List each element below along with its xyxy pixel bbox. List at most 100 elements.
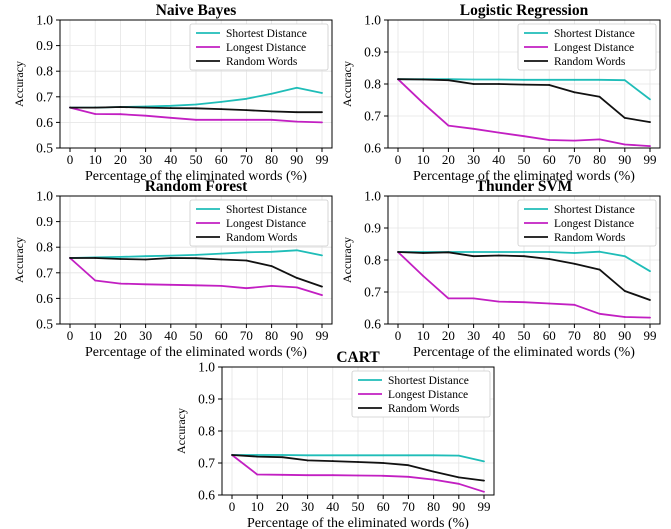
legend-label: Shortest Distance <box>226 204 307 216</box>
legend-label: Shortest Distance <box>554 204 635 216</box>
data-point-random <box>220 108 223 110</box>
data-point-random <box>523 83 525 86</box>
data-point-shortest <box>220 252 223 255</box>
data-point-random <box>649 299 651 301</box>
y-tick-label: 1.0 <box>36 13 53 28</box>
data-point-random <box>548 84 551 86</box>
data-point-random <box>649 121 651 123</box>
data-point-longest <box>270 118 273 121</box>
y-tick-label: 0.7 <box>36 265 53 280</box>
data-point-longest <box>245 118 248 121</box>
data-point-shortest <box>357 454 359 457</box>
data-point-shortest <box>472 251 475 253</box>
x-tick-label: 90 <box>290 328 303 343</box>
data-point-shortest <box>169 104 172 107</box>
x-axis-label: Percentage of the eliminated words (%) <box>413 169 635 184</box>
legend-box <box>517 23 657 71</box>
x-tick-label: 30 <box>467 328 480 343</box>
data-point-random <box>295 277 298 279</box>
data-point-random <box>281 456 284 459</box>
x-tick-label: 70 <box>240 152 253 167</box>
legend-label: Longest Distance <box>226 42 306 54</box>
data-point-longest <box>483 490 485 493</box>
chart-title: Random Forest <box>145 178 248 195</box>
x-tick-label: 80 <box>593 152 606 167</box>
x-tick-label: 90 <box>452 499 465 514</box>
data-point-shortest <box>195 103 197 106</box>
data-point-random <box>407 464 410 467</box>
data-point-longest <box>195 284 197 287</box>
data-point-random <box>623 117 626 119</box>
data-point-longest <box>497 300 500 303</box>
data-point-random <box>270 110 273 113</box>
data-point-longest <box>432 478 435 481</box>
x-tick-label: 70 <box>240 328 253 343</box>
x-tick-label: 40 <box>492 328 505 343</box>
x-tick-label: 30 <box>139 152 152 167</box>
data-point-shortest <box>649 98 651 101</box>
legend-label: Random Words <box>226 56 298 68</box>
legend-label: Longest Distance <box>388 389 468 401</box>
data-point-longest <box>649 145 651 147</box>
x-tick-label: 90 <box>618 152 631 167</box>
data-point-longest <box>523 301 525 304</box>
legend-box <box>189 199 329 247</box>
data-point-longest <box>295 120 298 123</box>
data-point-shortest <box>407 454 410 457</box>
x-tick-label: 99 <box>644 328 657 343</box>
data-point-longest <box>598 138 601 141</box>
data-point-random <box>472 255 475 258</box>
x-tick-label: 10 <box>89 328 102 343</box>
data-point-random <box>573 91 576 94</box>
x-tick-label: 20 <box>276 499 289 514</box>
data-point-longest <box>119 113 122 116</box>
data-point-random <box>397 78 399 81</box>
legend-box <box>517 199 657 247</box>
legend-box <box>351 370 491 418</box>
data-point-longest <box>331 474 334 477</box>
x-tick-label: 90 <box>618 328 631 343</box>
x-tick-label: 80 <box>427 499 440 514</box>
data-point-longest <box>256 473 259 476</box>
data-point-longest <box>573 139 576 142</box>
data-point-longest <box>573 303 576 306</box>
data-point-shortest <box>548 78 551 81</box>
data-point-longest <box>195 118 197 121</box>
y-axis-label: Accuracy <box>12 237 26 283</box>
data-point-longest <box>422 102 425 105</box>
data-point-random <box>245 259 248 262</box>
y-axis-label: Accuracy <box>174 408 188 454</box>
data-point-longest <box>321 294 323 296</box>
x-tick-label: 60 <box>215 328 228 343</box>
data-point-longest <box>144 283 147 286</box>
legend-label: Shortest Distance <box>388 375 469 387</box>
data-point-random <box>94 257 97 259</box>
data-point-random <box>472 83 475 85</box>
data-point-longest <box>321 121 323 124</box>
data-point-longest <box>623 143 626 146</box>
data-point-longest <box>457 482 460 485</box>
data-point-shortest <box>256 454 259 456</box>
data-point-longest <box>407 475 410 478</box>
x-tick-label: 20 <box>442 152 455 167</box>
chart-title: Logistic Regression <box>460 2 589 19</box>
data-point-shortest <box>598 78 601 81</box>
data-point-longest <box>422 275 425 277</box>
y-tick-label: 0.5 <box>36 141 53 156</box>
y-axis-label: Accuracy <box>340 237 354 283</box>
data-point-shortest <box>321 92 323 94</box>
data-point-random <box>397 251 399 253</box>
x-tick-label: 30 <box>301 499 314 514</box>
data-point-shortest <box>195 253 197 256</box>
data-point-random <box>270 265 273 268</box>
x-tick-label: 60 <box>543 152 556 167</box>
data-point-shortest <box>245 97 248 100</box>
x-tick-label: 50 <box>518 152 531 167</box>
y-tick-label: 0.7 <box>36 89 53 104</box>
data-point-shortest <box>523 251 525 253</box>
data-point-random <box>483 479 485 482</box>
data-point-random <box>357 461 359 463</box>
data-point-random <box>69 106 71 109</box>
data-point-shortest <box>472 78 475 81</box>
y-tick-label: 0.6 <box>36 291 53 306</box>
